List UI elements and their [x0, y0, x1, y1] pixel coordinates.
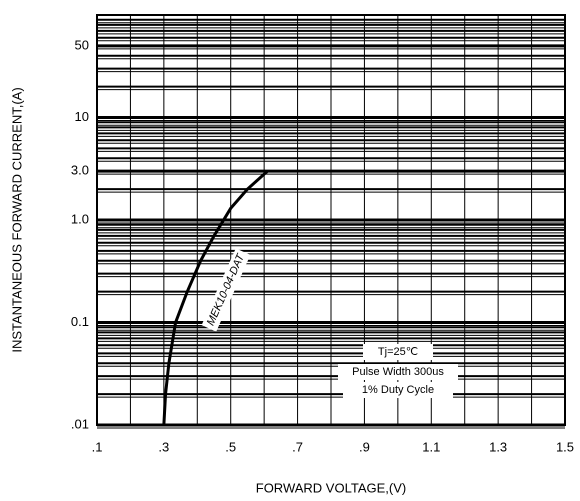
annotation: Tj=25℃ [378, 346, 418, 358]
y-tick-label: 1.0 [71, 211, 89, 226]
x-tick-label: .9 [359, 439, 370, 454]
y-tick-label: 10 [75, 109, 89, 124]
y-axis-label: INSTANTANEOUS FORWARD CURRENT,(A) [9, 87, 24, 352]
x-tick-label: .5 [225, 439, 236, 454]
data-line [162, 169, 269, 426]
series-label-bg [201, 248, 251, 332]
plot-frame [96, 14, 566, 426]
x-tick-label: .7 [292, 439, 303, 454]
x-axis-label: FORWARD VOLTAGE,(V) [256, 480, 406, 495]
y-tick-label: 3.0 [71, 163, 89, 178]
series-label: MEK10-04-DAT [205, 251, 248, 327]
x-tick-label: .3 [158, 439, 169, 454]
x-tick-label: 1.3 [489, 439, 507, 454]
annotation-bg [338, 364, 458, 380]
x-tick-label: .1 [92, 439, 103, 454]
annotation: Pulse Width 300us [352, 366, 444, 378]
grid [96, 15, 566, 429]
annotation-bg [363, 344, 433, 360]
x-tick-label: 1.1 [422, 439, 440, 454]
y-tick-label: .01 [71, 416, 89, 431]
annotation: 1% Duty Cycle [362, 384, 434, 396]
y-tick-label: 50 [75, 37, 89, 52]
y-tick-label: 0.1 [71, 314, 89, 329]
x-tick-label: 1.5 [556, 439, 574, 454]
annotation-bg [343, 382, 453, 398]
